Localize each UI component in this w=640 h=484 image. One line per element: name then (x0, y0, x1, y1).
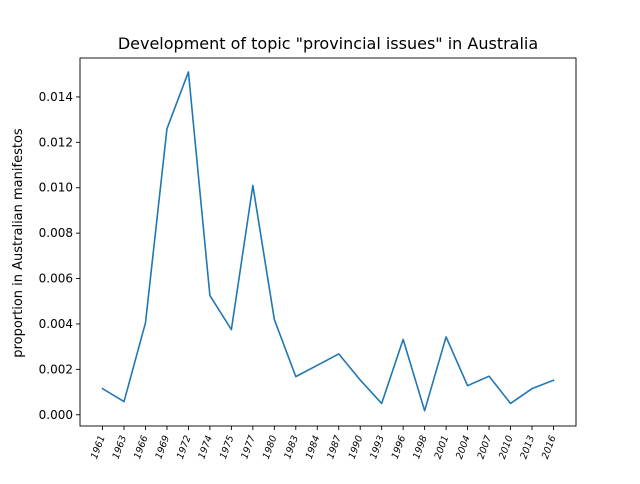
y-tick-label: 0.012 (39, 135, 73, 149)
y-tick-label: 0.004 (39, 317, 73, 331)
y-axis-label: proportion in Australian manifestos (11, 128, 26, 358)
y-tick-label: 0.010 (39, 181, 73, 195)
y-tick-label: 0.014 (39, 90, 73, 104)
y-tick-label: 0.008 (39, 226, 73, 240)
series-line-0 (101, 71, 555, 412)
chart-title: Development of topic "provincial issues"… (118, 34, 538, 53)
y-tick-label: 0.002 (39, 362, 73, 376)
plot-frame (79, 57, 577, 427)
y-tick-label: 0.000 (39, 408, 73, 422)
y-tick-label: 0.006 (39, 272, 73, 286)
